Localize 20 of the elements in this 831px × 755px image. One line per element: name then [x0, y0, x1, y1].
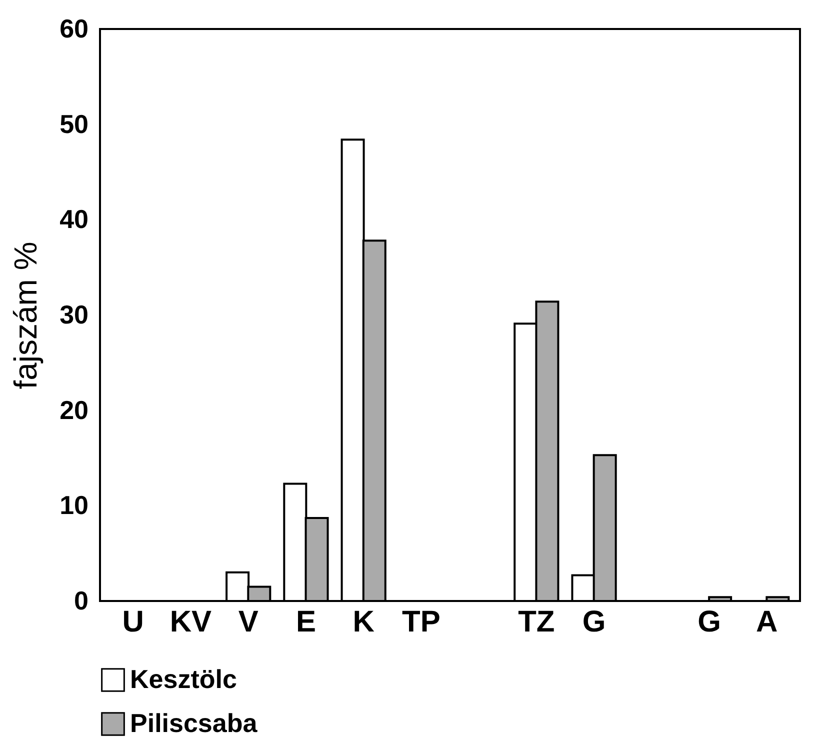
x-tick-label: E: [296, 606, 316, 638]
y-tick-label: 50: [60, 108, 88, 139]
x-tick-label: A: [756, 606, 778, 638]
legend-label: Kesztölc: [130, 664, 237, 694]
x-tick-label: V: [238, 606, 258, 638]
y-tick-label: 30: [60, 300, 88, 330]
y-tick-label: 40: [60, 204, 88, 234]
y-tick-label: 10: [60, 490, 88, 520]
y-tick-label: 60: [60, 14, 88, 44]
x-tick-label: K: [352, 606, 375, 638]
y-axis-title: fajszám %: [8, 242, 44, 390]
y-tick-label: 20: [60, 394, 88, 425]
legend-label: Piliscsaba: [130, 708, 258, 738]
y-tick-label: 0: [74, 586, 88, 616]
x-tick-label: G: [582, 606, 606, 638]
x-tick-label: G: [698, 606, 721, 638]
x-tick-label: TP: [402, 606, 440, 638]
x-tick-label: KV: [170, 606, 212, 638]
x-tick-label: U: [122, 606, 144, 638]
x-tick-label: TZ: [518, 606, 555, 638]
